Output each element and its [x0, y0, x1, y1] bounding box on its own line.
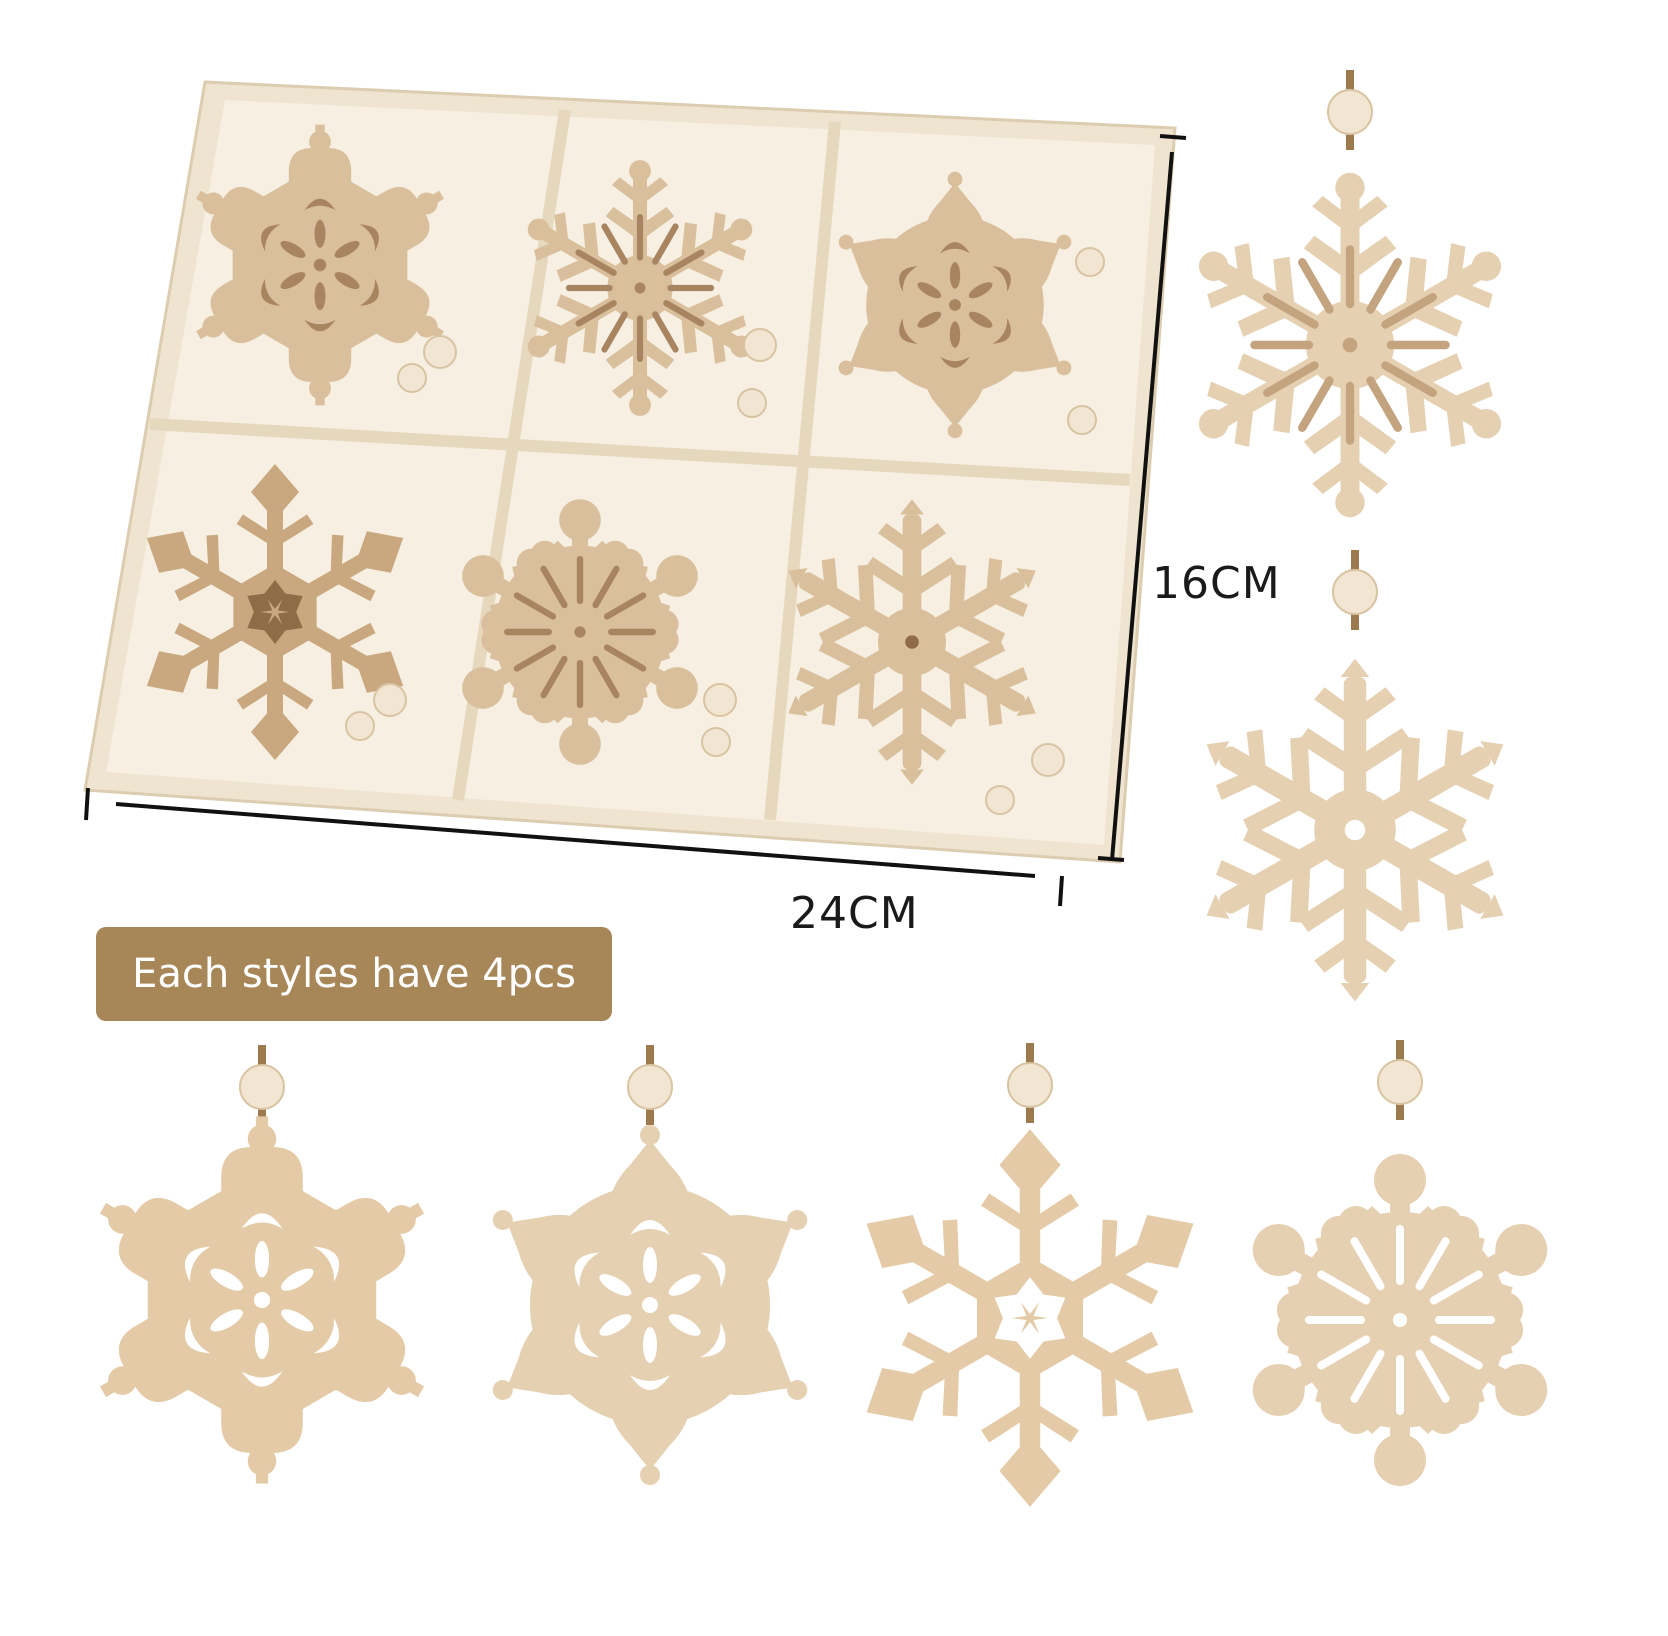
- height-label: 16CM: [1152, 558, 1281, 609]
- ornament-classic: [1178, 549, 1532, 1001]
- ornament-diamond: [842, 1042, 1218, 1507]
- ornament-lace: [473, 1044, 828, 1485]
- height-dimension-line: [1097, 134, 1187, 862]
- width-label: 24CM: [790, 888, 919, 939]
- ornament-scroll-hex: [83, 1044, 442, 1484]
- box-ornament-classic: [765, 499, 1060, 785]
- pieces-badge: Each styles have 4pcs: [96, 927, 612, 1021]
- box-beads: [345, 247, 1105, 815]
- ornament-round-star: [1225, 1039, 1575, 1486]
- width-dimension-line: [84, 787, 1064, 907]
- ornament-fern: [1178, 69, 1522, 517]
- pieces-badge-text: Each styles have 4pcs: [132, 951, 576, 997]
